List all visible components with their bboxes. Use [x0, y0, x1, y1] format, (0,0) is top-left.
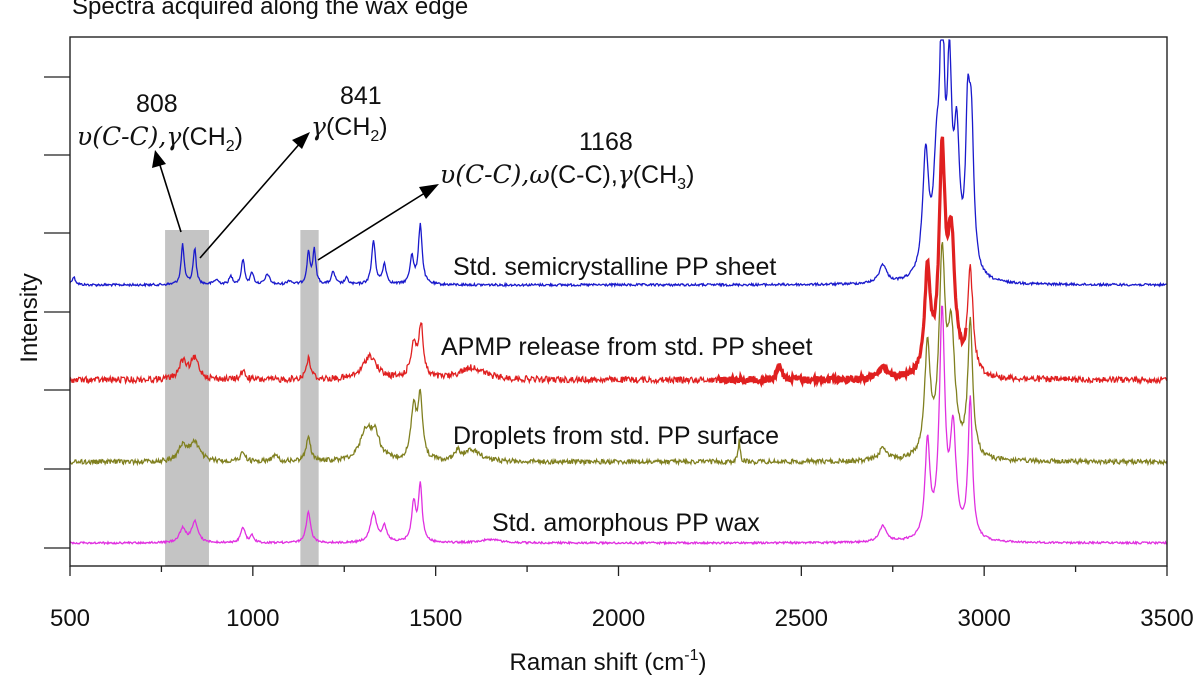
highlight-bands [165, 230, 319, 566]
x-tick-label: 500 [50, 605, 90, 632]
annotation-841-arrow [199, 140, 303, 259]
x-tick-label: 1000 [226, 605, 279, 632]
plot-frame [69, 36, 1168, 567]
red-spectrum-emphasis [716, 136, 968, 388]
x-tick-label: 2500 [775, 605, 828, 632]
series-label-semicrystalline: Std. semicrystalline PP sheet [453, 253, 776, 281]
spectrum-line-4 [69, 305, 1168, 546]
x-tick-label: 3000 [957, 605, 1010, 632]
annotation-808-value: 808 [136, 90, 178, 118]
y-axis-title: Intensity [16, 273, 43, 362]
cropped-header-text: Spectra acquired along the wax edge [72, 0, 468, 20]
annotation-841-assignment: γ(CH2) [311, 112, 388, 145]
x-tick-label: 1500 [409, 605, 462, 632]
highlight-band-2 [300, 230, 319, 566]
y-axis-ticks [44, 76, 70, 549]
series-label-amorphous: Std. amorphous PP wax [492, 509, 760, 537]
x-tick-label: 3500 [1140, 605, 1193, 632]
spectrum-line-1 [69, 39, 1168, 288]
annotation-1168-value: 1168 [579, 128, 633, 156]
annotation-841-arrowhead [292, 132, 310, 149]
annotation-808-arrowhead [152, 150, 166, 168]
x-axis-title: Raman shift (cm-1) [510, 647, 707, 676]
highlight-band-1 [165, 230, 209, 566]
x-tick-label: 2000 [592, 605, 645, 632]
annotation-1168-arrow [317, 190, 429, 261]
annotation-1168-arrowhead [419, 184, 439, 199]
x-axis-ticks: 500 1000 1500 2000 2500 3000 3500 [50, 566, 1194, 632]
spectra-layer [69, 39, 1168, 546]
series-label-droplets: Droplets from std. PP surface [453, 422, 779, 450]
annotation-841-value: 841 [340, 82, 382, 110]
annotation-808: 808 υ(C-C),γ(CH2) [77, 90, 243, 233]
annotation-841: 841 γ(CH2) [199, 82, 388, 259]
annotation-1168: 1168 υ(C-C),ω(C-C),γ(CH3) [317, 128, 694, 261]
annotation-808-assignment: υ(C-C),γ(CH2) [77, 122, 243, 155]
x-axis-title-superscript: -1 [684, 647, 698, 664]
spectrum-line-2-thick [716, 136, 968, 388]
spectrum-line-2 [69, 136, 1168, 386]
annotation-808-arrow [158, 161, 182, 233]
series-label-apmp: APMP release from std. PP sheet [441, 333, 813, 361]
spectrum-line-3 [69, 242, 1168, 467]
annotation-1168-assignment: υ(C-C),ω(C-C),γ(CH3) [440, 160, 694, 193]
